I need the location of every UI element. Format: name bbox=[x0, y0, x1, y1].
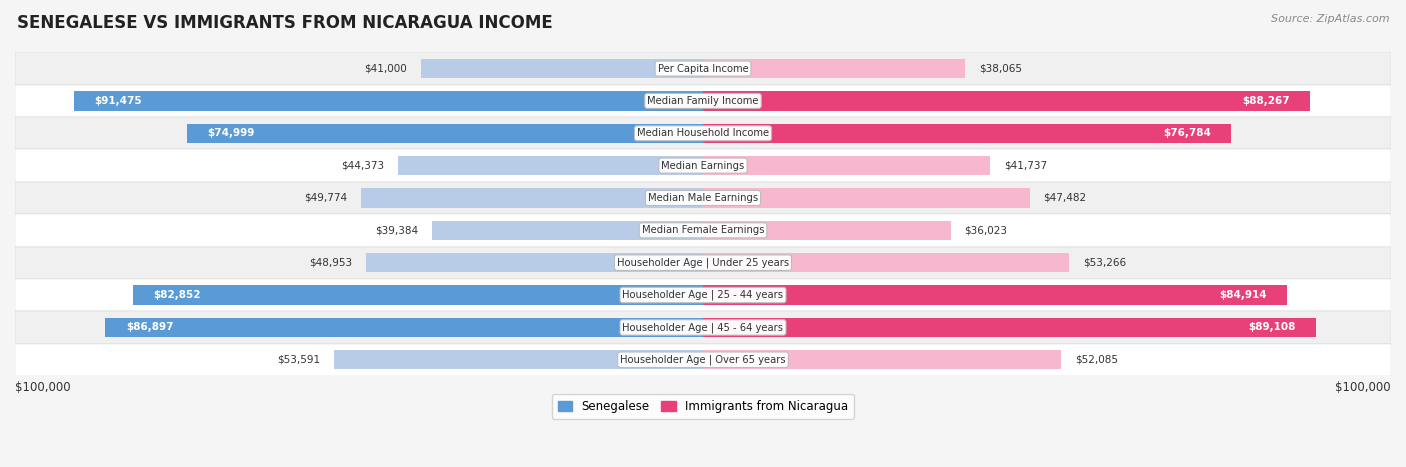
Text: $41,000: $41,000 bbox=[364, 64, 408, 73]
Bar bbox=[703, 188, 1029, 208]
Text: $53,266: $53,266 bbox=[1083, 258, 1126, 268]
Text: $48,953: $48,953 bbox=[309, 258, 353, 268]
Text: $38,065: $38,065 bbox=[979, 64, 1022, 73]
Text: $74,999: $74,999 bbox=[208, 128, 254, 138]
Bar bbox=[15, 85, 1391, 117]
Bar bbox=[15, 117, 1391, 149]
Text: Source: ZipAtlas.com: Source: ZipAtlas.com bbox=[1271, 14, 1389, 24]
Bar bbox=[703, 350, 1062, 369]
Text: $36,023: $36,023 bbox=[965, 226, 1008, 235]
Text: $49,774: $49,774 bbox=[304, 193, 347, 203]
Bar bbox=[15, 279, 1391, 311]
Bar bbox=[73, 91, 703, 111]
Bar bbox=[703, 124, 1232, 143]
Text: $52,085: $52,085 bbox=[1076, 355, 1118, 365]
Bar bbox=[366, 253, 703, 272]
Text: $100,000: $100,000 bbox=[1336, 381, 1391, 394]
Bar bbox=[703, 318, 1316, 337]
Bar bbox=[360, 188, 703, 208]
Text: $91,475: $91,475 bbox=[94, 96, 142, 106]
Text: $47,482: $47,482 bbox=[1043, 193, 1087, 203]
Text: Householder Age | Under 25 years: Householder Age | Under 25 years bbox=[617, 257, 789, 268]
Text: Median Male Earnings: Median Male Earnings bbox=[648, 193, 758, 203]
Text: Median Earnings: Median Earnings bbox=[661, 161, 745, 170]
Bar bbox=[134, 285, 703, 305]
Bar bbox=[15, 214, 1391, 247]
Bar bbox=[15, 52, 1391, 85]
Text: Householder Age | Over 65 years: Householder Age | Over 65 years bbox=[620, 354, 786, 365]
Text: $89,108: $89,108 bbox=[1249, 322, 1295, 333]
Bar bbox=[15, 344, 1391, 376]
Text: Median Female Earnings: Median Female Earnings bbox=[641, 226, 765, 235]
Bar bbox=[15, 182, 1391, 214]
Text: $100,000: $100,000 bbox=[15, 381, 70, 394]
Text: Householder Age | 25 - 44 years: Householder Age | 25 - 44 years bbox=[623, 290, 783, 300]
Text: $44,373: $44,373 bbox=[340, 161, 384, 170]
Bar bbox=[432, 220, 703, 240]
Text: Per Capita Income: Per Capita Income bbox=[658, 64, 748, 73]
Text: SENEGALESE VS IMMIGRANTS FROM NICARAGUA INCOME: SENEGALESE VS IMMIGRANTS FROM NICARAGUA … bbox=[17, 14, 553, 32]
Text: Householder Age | 45 - 64 years: Householder Age | 45 - 64 years bbox=[623, 322, 783, 333]
Text: $82,852: $82,852 bbox=[153, 290, 201, 300]
Text: $88,267: $88,267 bbox=[1241, 96, 1289, 106]
Text: $41,737: $41,737 bbox=[1004, 161, 1047, 170]
Text: $84,914: $84,914 bbox=[1219, 290, 1267, 300]
Text: Median Household Income: Median Household Income bbox=[637, 128, 769, 138]
Bar bbox=[15, 311, 1391, 344]
Text: Median Family Income: Median Family Income bbox=[647, 96, 759, 106]
Bar bbox=[703, 220, 950, 240]
Text: $86,897: $86,897 bbox=[125, 322, 173, 333]
Bar bbox=[398, 156, 703, 175]
Legend: Senegalese, Immigrants from Nicaragua: Senegalese, Immigrants from Nicaragua bbox=[553, 394, 853, 418]
Bar bbox=[420, 59, 703, 78]
Text: $53,591: $53,591 bbox=[277, 355, 321, 365]
Text: $76,784: $76,784 bbox=[1163, 128, 1211, 138]
Bar bbox=[335, 350, 703, 369]
Bar bbox=[105, 318, 703, 337]
Bar bbox=[187, 124, 703, 143]
Text: $39,384: $39,384 bbox=[375, 226, 418, 235]
Bar bbox=[703, 285, 1288, 305]
Bar bbox=[15, 247, 1391, 279]
Bar bbox=[703, 253, 1070, 272]
Bar bbox=[703, 59, 965, 78]
Bar bbox=[15, 149, 1391, 182]
Bar bbox=[703, 91, 1310, 111]
Bar bbox=[703, 156, 990, 175]
